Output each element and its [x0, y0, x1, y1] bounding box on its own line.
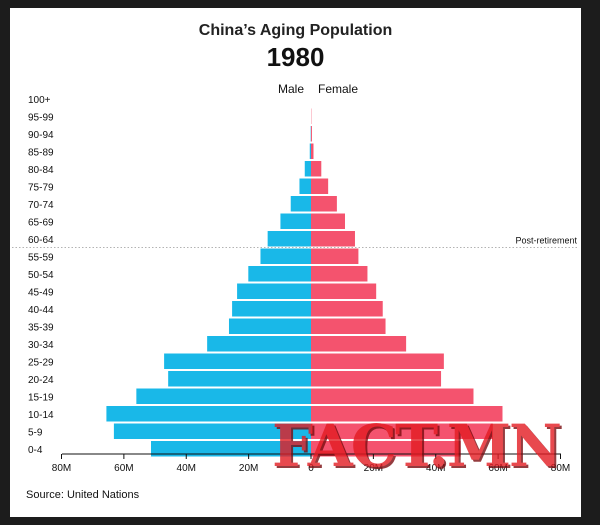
bar-female — [311, 406, 503, 422]
bar-male — [232, 301, 311, 317]
bar-female — [311, 441, 461, 457]
x-tick-label: 80M — [551, 463, 570, 474]
age-label: 30-34 — [28, 340, 54, 351]
x-tick-label: 20M — [239, 463, 258, 474]
bar-female — [311, 248, 359, 264]
bar-female — [311, 371, 442, 387]
age-label: 10-14 — [28, 410, 54, 421]
age-label: 55-59 — [28, 252, 54, 263]
bar-female — [311, 143, 314, 159]
age-label: 35-39 — [28, 322, 54, 333]
bar-male — [267, 231, 311, 247]
x-tick-label: 80M — [52, 463, 71, 474]
bar-female — [311, 196, 337, 212]
bar-male — [248, 266, 311, 282]
age-label: 0-4 — [28, 445, 43, 456]
x-tick-label: 60M — [114, 463, 133, 474]
age-label: 80-84 — [28, 165, 54, 176]
x-tick-label: 40M — [177, 463, 196, 474]
age-label: 70-74 — [28, 200, 54, 211]
bar-male — [260, 248, 311, 264]
bar-male — [207, 336, 311, 352]
population-pyramid-chart: 100+ 95-99 90-94 85-89 80-84 75-79 70-74 65-69 6… — [12, 95, 579, 474]
age-label: 85-89 — [28, 147, 54, 158]
bar-male — [304, 161, 311, 177]
bar-female — [311, 301, 383, 317]
x-tick-label: 20M — [364, 463, 383, 474]
age-label: 60-64 — [28, 235, 54, 246]
bar-male — [280, 213, 311, 229]
bar-male — [168, 371, 311, 387]
chart-frame: 100+ 95-99 90-94 85-89 80-84 75-79 70-74 65-69 6… — [10, 8, 581, 517]
age-label: 75-79 — [28, 182, 54, 193]
bar-male — [136, 388, 311, 404]
x-tick-label: 40M — [426, 463, 445, 474]
bar-female — [311, 178, 329, 194]
bar-female — [311, 213, 345, 229]
bar-male — [113, 423, 312, 439]
age-label: 50-54 — [28, 270, 54, 281]
bar-female — [311, 353, 444, 369]
bar-female — [311, 318, 386, 334]
x-tick-label: 0 — [308, 463, 314, 474]
age-label: 15-19 — [28, 392, 54, 403]
age-label: 25-29 — [28, 357, 54, 368]
bar-female — [311, 283, 377, 299]
bar-male — [151, 441, 311, 457]
bar-female — [311, 231, 355, 247]
bar-male — [299, 178, 311, 194]
chart-title: China’s Aging Population — [198, 22, 393, 39]
age-label: 90-94 — [28, 130, 54, 141]
legend-female: Female — [318, 82, 359, 96]
legend-male: Male — [277, 82, 304, 96]
bar-female — [311, 126, 312, 142]
age-label: 65-69 — [28, 217, 54, 228]
age-label: 40-44 — [28, 305, 54, 316]
age-label: 20-24 — [28, 375, 54, 386]
chart-subtitle: 1980 — [266, 42, 325, 72]
bar-male — [164, 353, 311, 369]
age-label: 95-99 — [28, 112, 54, 123]
age-label: 100+ — [28, 95, 51, 106]
post-retirement-label: Post-retirement — [515, 236, 577, 246]
bar-male — [309, 143, 311, 159]
age-label: 45-49 — [28, 287, 54, 298]
bar-male — [106, 406, 311, 422]
watermark-logo: FACT.MN — [272, 412, 562, 480]
bar-female — [311, 388, 474, 404]
bar-male — [290, 196, 311, 212]
age-label: 5-9 — [28, 427, 43, 438]
x-tick-label: 60M — [488, 463, 507, 474]
bar-male — [237, 283, 311, 299]
bar-female — [311, 266, 368, 282]
bar-female — [311, 336, 407, 352]
source-note: Source: United Nations — [26, 489, 140, 501]
bar-female — [311, 161, 322, 177]
bar-male — [228, 318, 311, 334]
bar-female — [311, 423, 493, 439]
